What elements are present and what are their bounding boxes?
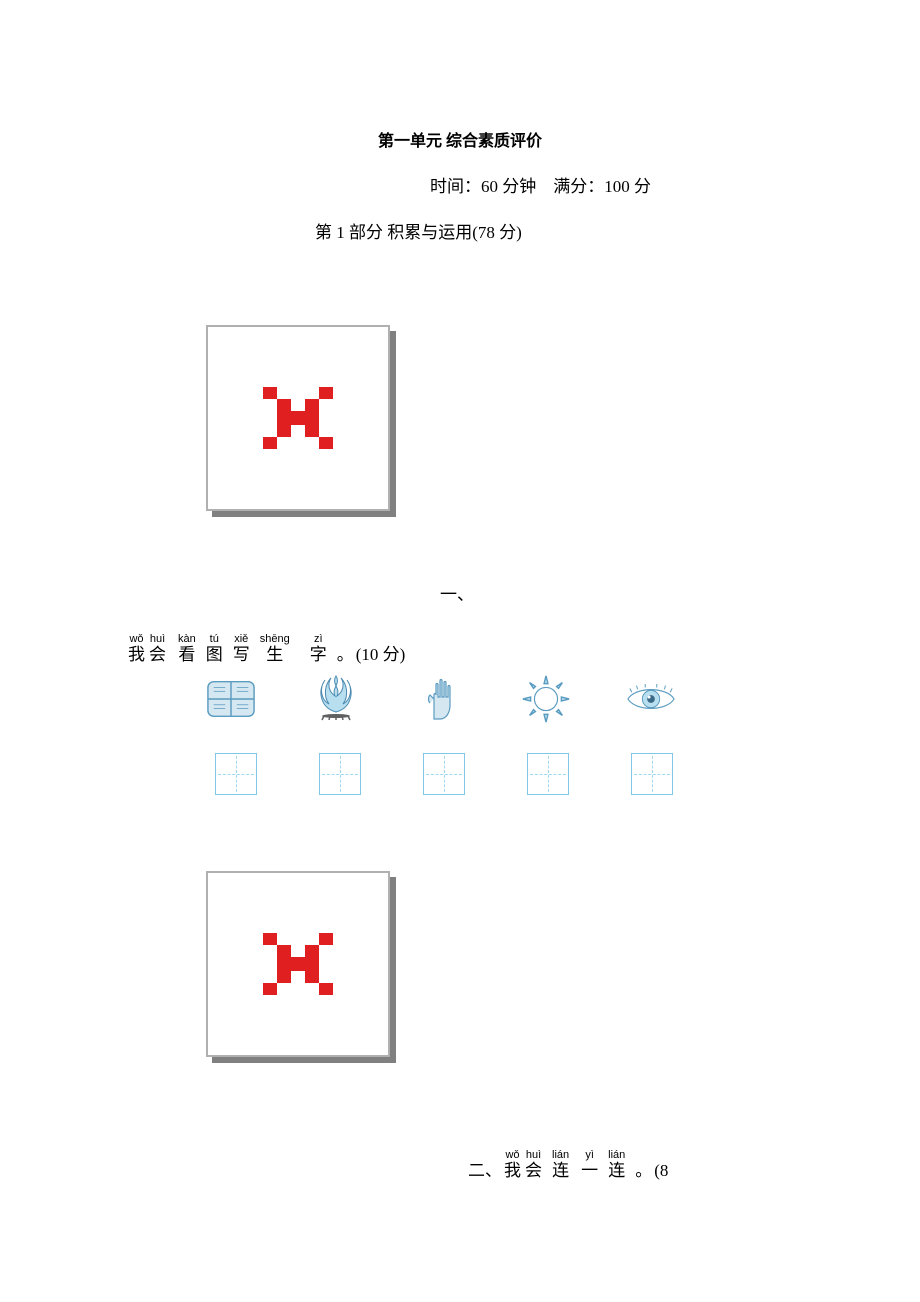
- hanzi: 会: [149, 645, 166, 665]
- image-frame: [206, 325, 390, 511]
- broken-image-placeholder-2: [206, 871, 390, 1057]
- fire-icon: [311, 675, 361, 723]
- hanzi: 一: [581, 1161, 598, 1181]
- pinyin: tú: [210, 634, 219, 645]
- period: 。: [337, 645, 354, 665]
- pinyin: wǒ: [505, 1150, 519, 1161]
- pinyin: lián: [552, 1150, 569, 1161]
- part-label: 第 1 部分 积累与运用(78 分): [315, 218, 522, 243]
- section-one-marker: 一、: [440, 580, 474, 605]
- broken-x-icon: [263, 933, 333, 995]
- answer-box: [631, 753, 673, 795]
- question-two-text: 二、 wǒ我 huì会 lián连 yì一 lián连 。 (8: [468, 1150, 668, 1181]
- answer-box: [319, 753, 361, 795]
- pinyin: zì: [314, 634, 323, 645]
- image-row: [206, 675, 676, 723]
- image-frame: [206, 871, 390, 1057]
- section-two-prefix: 二、: [468, 1156, 502, 1181]
- score: (10 分): [356, 640, 406, 665]
- pinyin: shēng: [260, 634, 290, 645]
- hanzi: 我: [504, 1161, 521, 1181]
- hanzi: 连: [608, 1161, 625, 1181]
- pinyin: wǒ: [129, 634, 143, 645]
- hand-icon: [416, 675, 466, 723]
- sun-icon: [521, 675, 571, 723]
- time-score: 时间：60 分钟 满分：100 分: [430, 172, 651, 197]
- pinyin: xiě: [234, 634, 248, 645]
- hanzi: 图: [206, 645, 223, 665]
- unit-title: 第一单元 综合素质评价: [0, 127, 920, 151]
- answer-boxes: [215, 753, 673, 795]
- hanzi: 我: [128, 645, 145, 665]
- broken-image-placeholder-1: [206, 325, 390, 511]
- pinyin: huì: [526, 1150, 541, 1161]
- field-icon: [206, 675, 256, 723]
- answer-box: [423, 753, 465, 795]
- pinyin: yì: [585, 1150, 594, 1161]
- answer-box: [215, 753, 257, 795]
- hanzi: 会: [525, 1161, 542, 1181]
- pinyin: huì: [150, 634, 165, 645]
- hanzi: 写: [233, 645, 250, 665]
- answer-box: [527, 753, 569, 795]
- hanzi: 看: [178, 645, 195, 665]
- score: (8: [654, 1161, 668, 1181]
- pinyin: lián: [608, 1150, 625, 1161]
- period: 。: [635, 1161, 652, 1181]
- eye-icon: [626, 675, 676, 723]
- pinyin: kàn: [178, 634, 196, 645]
- hanzi: 字: [310, 645, 327, 665]
- hanzi: 连: [552, 1161, 569, 1181]
- question-one-text: wǒ我 huì会 kàn看 tú图 xiě写 shēng生 zì字 。 (10 …: [128, 634, 405, 665]
- hanzi: 生: [266, 645, 283, 665]
- broken-x-icon: [263, 387, 333, 449]
